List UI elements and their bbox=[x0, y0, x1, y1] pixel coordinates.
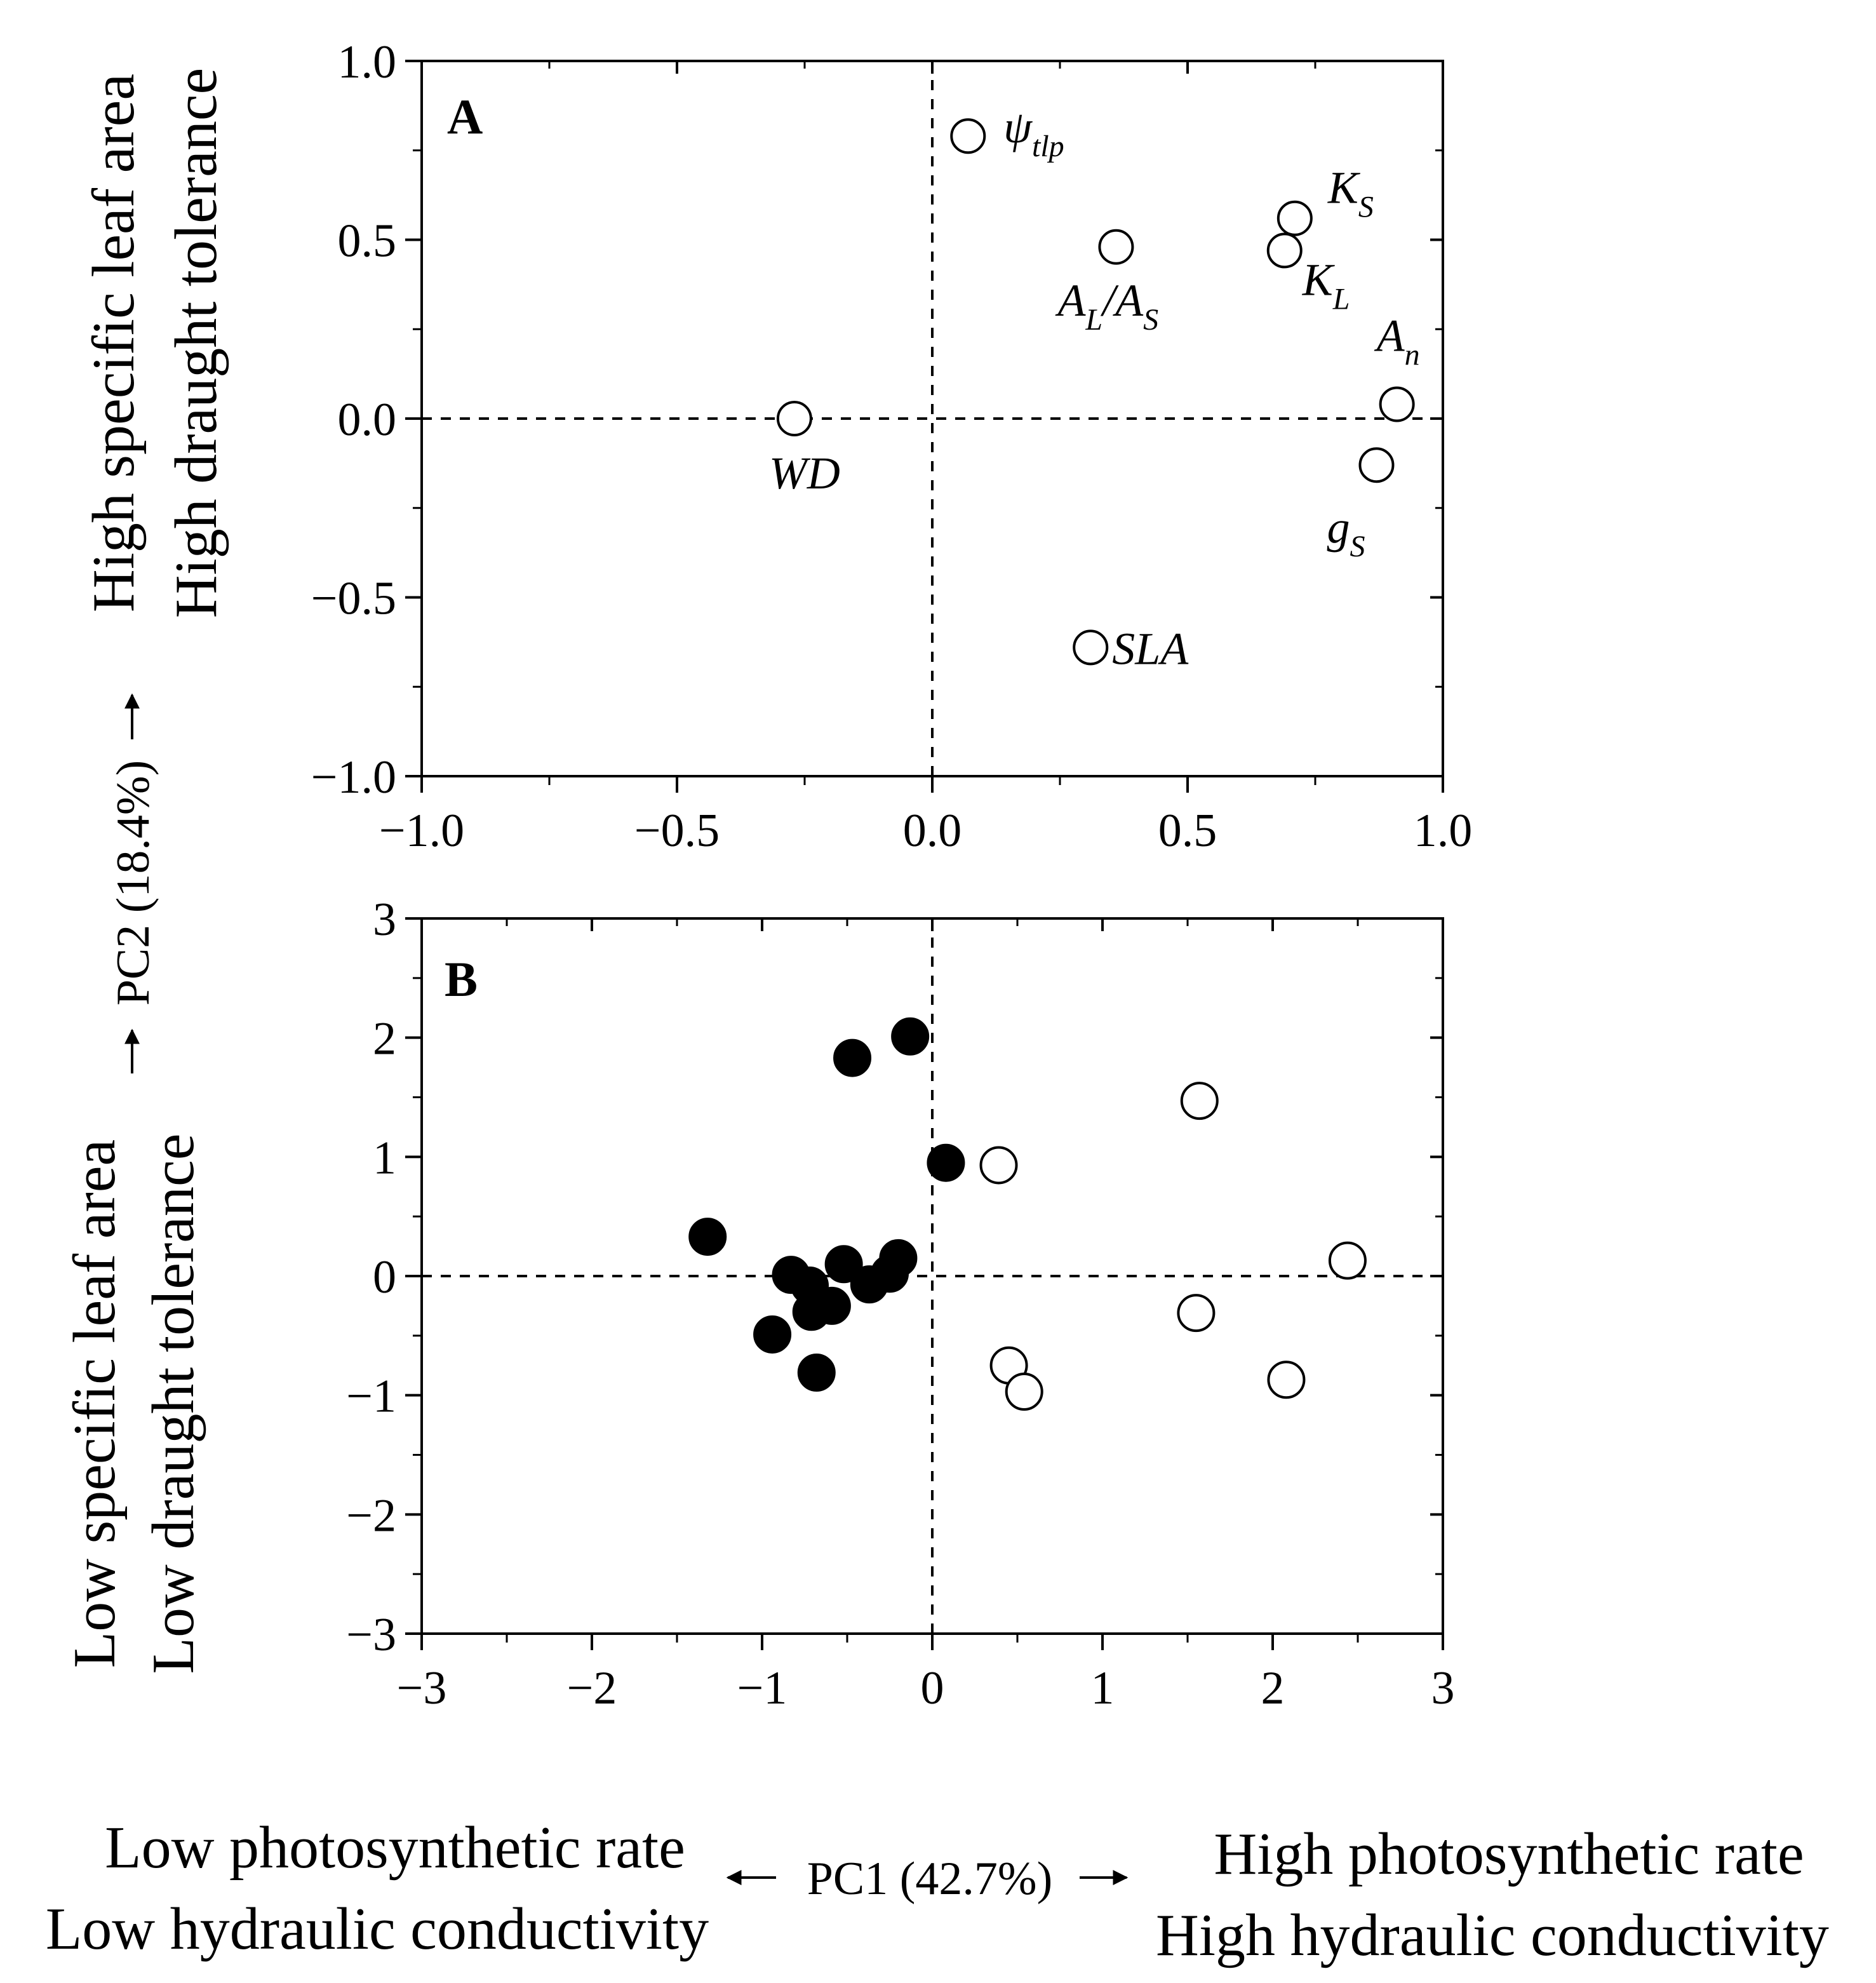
x-tick-label: 0.0 bbox=[903, 805, 962, 857]
score-point-filled bbox=[688, 1218, 727, 1256]
score-point-filled bbox=[850, 1265, 888, 1304]
x-tick-label: 0.5 bbox=[1158, 805, 1217, 857]
y-label-high-group: High specific leaf area High draught tol… bbox=[81, 68, 229, 619]
score-point-open bbox=[1005, 1373, 1043, 1411]
x-tick-label: −3 bbox=[397, 1662, 447, 1714]
y-label-low-1: Low specific leaf area bbox=[62, 1139, 128, 1668]
y-tick-label: 2 bbox=[373, 1013, 396, 1065]
y-label-high-1: High specific leaf area bbox=[81, 74, 147, 612]
y-label-low-group: Low specific leaf area Low draught toler… bbox=[62, 1134, 206, 1674]
y-tick-label: −1.0 bbox=[311, 751, 396, 803]
y-tick-label: −3 bbox=[346, 1609, 396, 1661]
panel-b: B −3 −2 −1 0 1 2 3 3 2 1 0 −1 −2 −3 bbox=[346, 894, 1454, 1714]
label-SLA: SLA bbox=[1112, 623, 1189, 674]
y-label-pc-group: PC2 (18.4%) bbox=[107, 693, 159, 1073]
y-tick-label: 1 bbox=[373, 1132, 396, 1184]
y-label-high-2: High draught tolerance bbox=[163, 68, 229, 619]
score-point-open bbox=[1328, 1241, 1367, 1280]
score-point-open bbox=[1180, 1082, 1219, 1120]
x-tick-label: −1 bbox=[737, 1662, 787, 1714]
label-gS: gS bbox=[1327, 502, 1365, 563]
panel-a-points: ψtlp KS KL AL/AS An gS WD SLA bbox=[769, 102, 1420, 674]
panel-b-label: B bbox=[445, 951, 478, 1007]
label-AL_AS: AL/AS bbox=[1055, 275, 1158, 337]
x-tick-label: −1.0 bbox=[379, 805, 464, 857]
y-tick-label: −1 bbox=[346, 1371, 396, 1423]
panel-a: A −1.0 −0.5 0.0 0.5 1.0 1.0 0.5 0.0 −0.5 −1.0 ψtl… bbox=[311, 36, 1472, 857]
x-tick-label: 2 bbox=[1261, 1662, 1285, 1714]
label-WD: WD bbox=[769, 448, 840, 499]
y-tick-label: 1.0 bbox=[338, 36, 397, 88]
label-KS: KS bbox=[1327, 163, 1374, 224]
score-point-open bbox=[1177, 1294, 1216, 1333]
score-point-filled bbox=[891, 1017, 930, 1056]
score-point-open bbox=[979, 1146, 1018, 1185]
score-point-filled bbox=[833, 1039, 872, 1077]
score-point-filled bbox=[927, 1143, 965, 1182]
x-label-low-1: Low photosynthetic rate bbox=[105, 1815, 685, 1881]
panel-b-points bbox=[688, 1017, 1367, 1411]
label-An: An bbox=[1374, 310, 1420, 372]
panel-a-axes: −1.0 −0.5 0.0 0.5 1.0 1.0 0.5 0.0 −0.5 −1.0 bbox=[311, 36, 1472, 857]
point-gS bbox=[1358, 447, 1395, 483]
x-tick-label: −0.5 bbox=[634, 805, 720, 857]
score-point-filled bbox=[824, 1245, 863, 1284]
x-tick-label: 1 bbox=[1091, 1662, 1115, 1714]
label-psi_tlp: ψtlp bbox=[1003, 102, 1064, 163]
y-tick-label: 3 bbox=[373, 894, 396, 946]
point-WD bbox=[776, 401, 812, 436]
panel-b-axes: −3 −2 −1 0 1 2 3 3 2 1 0 −1 −2 −3 bbox=[346, 894, 1454, 1714]
x-label-low-2: Low hydraulic conductivity bbox=[46, 1896, 709, 1962]
score-point-filled bbox=[792, 1293, 831, 1331]
x-label-high-1: High photosynthetic rate bbox=[1214, 1821, 1804, 1887]
y-tick-label: 0 bbox=[373, 1251, 396, 1303]
label-KL: KL bbox=[1302, 254, 1350, 316]
y-label-low-2: Low draught tolerance bbox=[140, 1134, 206, 1674]
point-psi_tlp bbox=[950, 118, 986, 154]
point-AL_AS bbox=[1098, 229, 1134, 265]
y-label-pc: PC2 (18.4%) bbox=[107, 760, 159, 1005]
score-point-open bbox=[1267, 1361, 1306, 1399]
x-tick-label: 3 bbox=[1431, 1662, 1455, 1714]
y-tick-label: 0.5 bbox=[338, 215, 397, 267]
y-tick-label: 0.0 bbox=[338, 394, 397, 446]
y-tick-label: −2 bbox=[346, 1489, 396, 1542]
point-SLA bbox=[1073, 629, 1109, 666]
point-KS bbox=[1276, 200, 1313, 236]
panel-a-label: A bbox=[447, 89, 483, 144]
x-label-pc: PC1 (42.7%) bbox=[807, 1853, 1052, 1905]
score-point-filled bbox=[753, 1315, 792, 1354]
x-tick-label: −2 bbox=[567, 1662, 617, 1714]
score-point-filled bbox=[797, 1354, 836, 1392]
x-label-high-2: High hydraulic conductivity bbox=[1156, 1902, 1829, 1968]
x-tick-label: 1.0 bbox=[1414, 805, 1473, 857]
x-tick-label: 0 bbox=[921, 1662, 944, 1714]
y-tick-label: −0.5 bbox=[311, 573, 396, 625]
point-An bbox=[1379, 386, 1415, 422]
point-KL bbox=[1266, 232, 1303, 269]
